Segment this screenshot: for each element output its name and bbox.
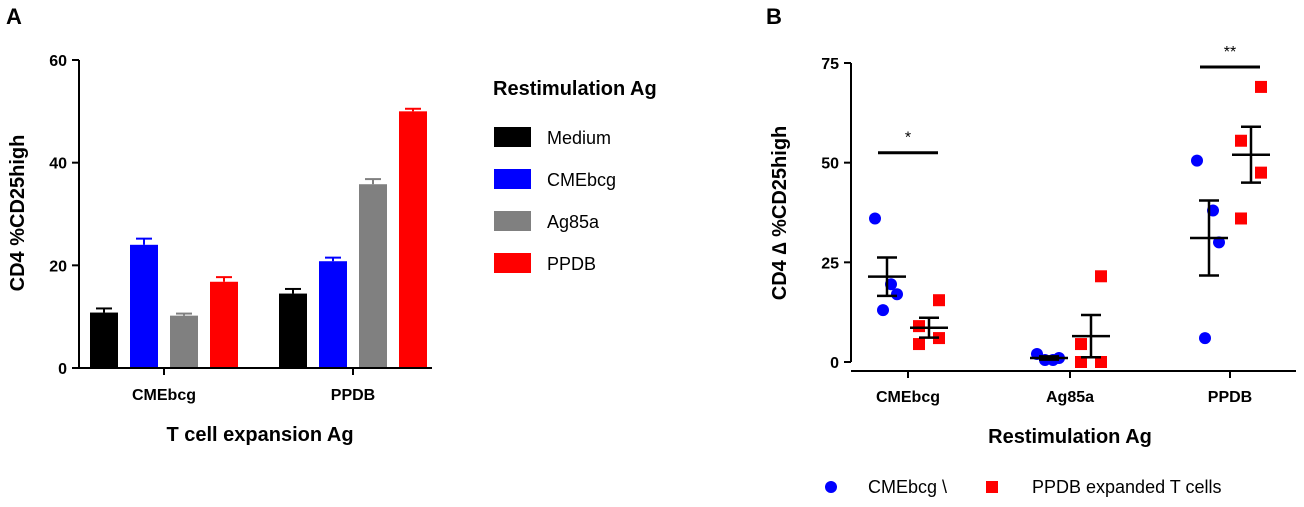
- legend-label-ag85a: Ag85a: [547, 212, 600, 232]
- panel-a-y-tick-label: 20: [49, 258, 67, 275]
- point-ppdb-expanded-ppdb: [1235, 212, 1247, 225]
- legend-swatch-ag85a: [494, 211, 531, 231]
- panel-b-label: B: [766, 4, 782, 29]
- bar-ppdb-cmebcg: [319, 261, 347, 368]
- point-ppdb-expanded-ppdb: [1255, 166, 1267, 179]
- point-ppdb-expanded-cmebcg: [913, 320, 925, 333]
- panel-a-y-tick-label: 40: [49, 156, 67, 173]
- legend-text-1: CMEbcg \: [868, 477, 947, 497]
- panel-a-legend: Medium CMEbcg Ag85a PPDB: [494, 127, 616, 274]
- panel-b-y-tick-label: 25: [821, 255, 839, 272]
- point-ppdb-expanded-ag85a: [1075, 338, 1087, 351]
- point-cmebcg-expanded-cmebcg: [891, 288, 903, 301]
- panel-a-x-axis: CMEbcg PPDB: [79, 367, 432, 404]
- point-ppdb-expanded-cmebcg: [913, 338, 925, 351]
- significance-label: **: [1224, 44, 1236, 61]
- point-ppdb-expanded-cmebcg: [933, 294, 945, 307]
- bar-cmebcg-cmebcg: [130, 244, 158, 368]
- point-cmebcg-expanded-ppdb: [1191, 154, 1203, 167]
- point-ppdb-expanded-ag85a: [1095, 270, 1107, 283]
- panel-a-y-tick-label: 0: [58, 361, 67, 378]
- panel-b-y-tick-label: 75: [821, 56, 839, 73]
- panel-a-y-axis: 0 20 40 60: [49, 53, 80, 378]
- panel-a-xlabel: T cell expansion Ag: [166, 424, 353, 446]
- panel-b-y-axis: 0 25 50 75: [821, 56, 852, 372]
- legend-square-marker: [986, 481, 998, 493]
- panel-b-y-tick-label: 0: [830, 355, 839, 372]
- panel-a-legend-title: Restimulation Ag: [493, 78, 657, 100]
- panel-b-points: ***: [868, 44, 1270, 368]
- panel-b-x-axis: CMEbcg Ag85a PPDB: [851, 370, 1296, 406]
- panel-b-legend: CMEbcg \ PPDB expanded T cells: [825, 477, 1221, 497]
- point-ppdb-expanded-ppdb: [1235, 134, 1247, 147]
- legend-label-ppdb: PPDB: [547, 254, 596, 274]
- legend-label-cmebcg: CMEbcg: [547, 170, 616, 190]
- bar-ppdb-ag85a: [359, 184, 387, 368]
- point-ppdb-expanded-ag85a: [1075, 356, 1087, 368]
- point-cmebcg-expanded-cmebcg: [877, 304, 889, 317]
- panel-b-ylabel: CD4 ∆ %CD25high: [769, 126, 791, 300]
- panel-a: A CD4 %CD25high T cell expansion Ag 0 20 4…: [6, 4, 657, 446]
- panel-b-x-tick-label: Ag85a: [1046, 389, 1094, 406]
- point-cmebcg-expanded-cmebcg: [869, 212, 881, 225]
- bar-cmebcg-ppdb: [210, 281, 238, 368]
- legend-swatch-ppdb: [494, 253, 531, 273]
- significance-label: *: [905, 130, 911, 147]
- point-cmebcg-expanded-ppdb: [1199, 332, 1211, 345]
- panel-a-ylabel: CD4 %CD25high: [7, 135, 29, 292]
- panel-a-bars: [90, 107, 427, 368]
- legend-label-medium: Medium: [547, 128, 611, 148]
- point-ppdb-expanded-ppdb: [1255, 80, 1267, 93]
- panel-a-y-tick-label: 60: [49, 53, 67, 70]
- legend-swatch-medium: [494, 127, 531, 147]
- bar-ppdb-ppdb: [399, 111, 427, 368]
- panel-b: B CD4 ∆ %CD25high Restimulation Ag 0 25 50…: [766, 4, 1296, 497]
- bar-ppdb-medium: [279, 293, 307, 368]
- point-ppdb-expanded-ag85a: [1095, 356, 1107, 368]
- panel-a-x-tick-label: PPDB: [331, 387, 375, 404]
- panel-a-label: A: [6, 4, 22, 29]
- bar-cmebcg-medium: [90, 312, 118, 368]
- legend-circle-marker: [825, 481, 837, 493]
- panel-b-y-tick-label: 50: [821, 156, 839, 173]
- point-cmebcg-expanded-ppdb: [1213, 236, 1225, 249]
- legend-text-2: PPDB expanded T cells: [1032, 477, 1221, 497]
- panel-a-x-tick-label: CMEbcg: [132, 387, 196, 404]
- bar-cmebcg-ag85a: [170, 315, 198, 368]
- legend-swatch-cmebcg: [494, 169, 531, 189]
- panel-b-x-tick-label: CMEbcg: [876, 389, 940, 406]
- panel-b-xlabel: Restimulation Ag: [988, 426, 1152, 448]
- panel-b-x-tick-label: PPDB: [1208, 389, 1252, 406]
